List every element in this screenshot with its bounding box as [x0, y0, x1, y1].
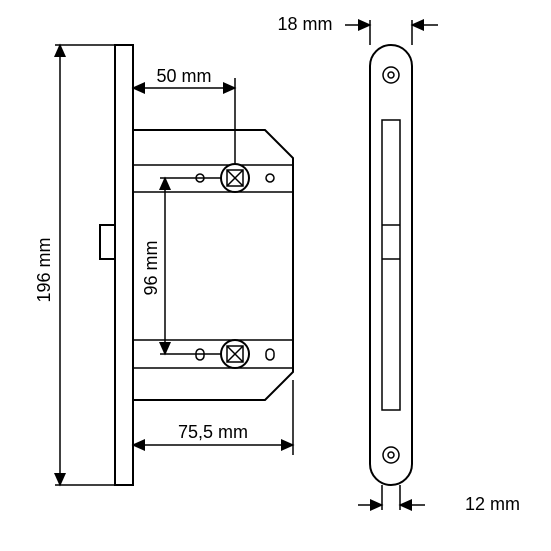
dim-196: 196 mm — [34, 237, 54, 302]
latch-bolt — [100, 225, 115, 259]
dim-50: 50 mm — [156, 66, 211, 86]
dim-18: 18 mm — [277, 14, 332, 34]
faceplate — [115, 45, 133, 485]
dim-755: 75,5 mm — [178, 422, 248, 442]
strike-inner — [382, 120, 400, 410]
screw-hole-top — [383, 67, 399, 83]
side-view — [370, 45, 412, 485]
lock-technical-drawing: 196 mm 50 mm 96 mm 75,5 mm 18 mm 12 mm — [0, 0, 551, 551]
spindle-hole-bottom — [221, 340, 249, 368]
spindle-hole-top — [221, 164, 249, 192]
screw-hole-bottom — [383, 447, 399, 463]
front-view — [100, 45, 293, 485]
screw-hole — [266, 174, 274, 182]
dim-96: 96 mm — [141, 240, 161, 295]
screw-slot — [266, 349, 274, 360]
dim-12: 12 mm — [465, 494, 520, 514]
